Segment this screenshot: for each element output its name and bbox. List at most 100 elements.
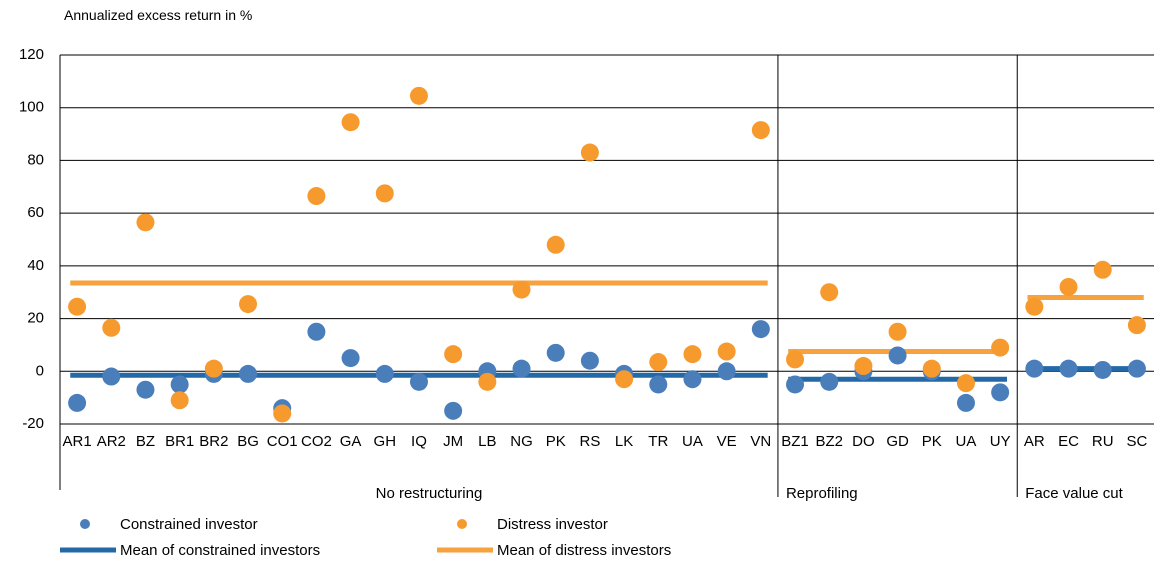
dot bbox=[922, 359, 941, 378]
dot bbox=[102, 318, 121, 337]
dot bbox=[136, 213, 155, 232]
dot bbox=[888, 346, 907, 365]
x-tick-label: VE bbox=[717, 433, 737, 450]
dot bbox=[751, 121, 770, 140]
x-tick-label: JM bbox=[443, 433, 463, 450]
dot bbox=[956, 374, 975, 393]
dot bbox=[888, 322, 907, 341]
x-tick-label: AR2 bbox=[97, 433, 126, 450]
x-tick-label: BZ1 bbox=[781, 433, 809, 450]
dot bbox=[341, 113, 360, 132]
x-tick-label: SC bbox=[1126, 433, 1147, 450]
dot bbox=[991, 338, 1010, 357]
dot bbox=[1093, 360, 1112, 379]
x-tick-label: RU bbox=[1092, 433, 1114, 450]
dot bbox=[444, 401, 463, 420]
dot bbox=[170, 375, 189, 394]
dot bbox=[956, 393, 975, 412]
dot bbox=[649, 375, 668, 394]
x-tick-label: LB bbox=[478, 433, 496, 450]
x-tick-label: GH bbox=[374, 433, 397, 450]
group-label: Face value cut bbox=[1025, 485, 1123, 502]
legend-marker bbox=[457, 519, 467, 529]
x-tick-label: TR bbox=[648, 433, 668, 450]
x-tick-label: UA bbox=[956, 433, 977, 450]
dot bbox=[68, 297, 87, 316]
x-tick-label: GD bbox=[886, 433, 909, 450]
dot bbox=[409, 86, 428, 105]
x-tick-label: AR bbox=[1024, 433, 1045, 450]
x-tick-label: LK bbox=[615, 433, 633, 450]
dot bbox=[1059, 359, 1078, 378]
dot bbox=[170, 391, 189, 410]
dot bbox=[820, 372, 839, 391]
dot bbox=[375, 364, 394, 383]
y-tick-label: 120 bbox=[19, 46, 44, 63]
group-label: No restructuring bbox=[375, 485, 483, 502]
legend-label: Constrained investor bbox=[120, 516, 258, 533]
dot bbox=[683, 345, 702, 364]
x-tick-label: BZ2 bbox=[815, 433, 843, 450]
dot bbox=[1025, 297, 1044, 316]
dot bbox=[1127, 316, 1146, 335]
x-tick-label: BR2 bbox=[199, 433, 228, 450]
x-tick-label: GA bbox=[340, 433, 362, 450]
dot bbox=[751, 320, 770, 339]
dot bbox=[136, 380, 155, 399]
dot bbox=[615, 370, 634, 389]
dot bbox=[683, 370, 702, 389]
group-label: Reprofiling bbox=[785, 485, 858, 502]
x-tick-label: PK bbox=[546, 433, 566, 450]
y-tick-label: 100 bbox=[19, 99, 44, 116]
x-tick-label: AR1 bbox=[63, 433, 92, 450]
dot bbox=[307, 187, 326, 206]
x-tick-label: DO bbox=[852, 433, 875, 450]
dot bbox=[204, 359, 223, 378]
y-tick-label: 40 bbox=[27, 257, 44, 274]
dot bbox=[1093, 260, 1112, 279]
x-tick-label: IQ bbox=[411, 433, 427, 450]
x-tick-label: VN bbox=[750, 433, 771, 450]
dot bbox=[512, 359, 531, 378]
dot bbox=[1025, 359, 1044, 378]
x-tick-label: EC bbox=[1058, 433, 1079, 450]
dot bbox=[239, 295, 258, 314]
legend-marker bbox=[80, 519, 90, 529]
dot bbox=[991, 383, 1010, 402]
x-tick-label: RS bbox=[579, 433, 600, 450]
dot bbox=[580, 143, 599, 162]
dot bbox=[649, 353, 668, 372]
x-tick-label: CO2 bbox=[301, 433, 332, 450]
dot bbox=[239, 364, 258, 383]
x-tick-label: UY bbox=[990, 433, 1011, 450]
dot bbox=[444, 345, 463, 364]
dot bbox=[478, 372, 497, 391]
y-tick-label: 60 bbox=[27, 204, 44, 221]
dot bbox=[580, 351, 599, 370]
dot bbox=[68, 393, 87, 412]
dot bbox=[273, 404, 292, 423]
legend-label: Distress investor bbox=[497, 516, 608, 533]
dot bbox=[717, 342, 736, 361]
dot bbox=[307, 322, 326, 341]
x-tick-label: UA bbox=[682, 433, 703, 450]
y-tick-label: -20 bbox=[22, 415, 44, 432]
dot bbox=[1127, 359, 1146, 378]
dot bbox=[717, 362, 736, 381]
x-tick-label: NG bbox=[510, 433, 533, 450]
y-axis-label: Annualized excess return in % bbox=[64, 7, 253, 23]
dot bbox=[375, 184, 394, 203]
dot bbox=[341, 349, 360, 368]
x-tick-label: CO1 bbox=[267, 433, 298, 450]
y-tick-label: 0 bbox=[36, 362, 44, 379]
dot bbox=[102, 367, 121, 386]
legend-label: Mean of constrained investors bbox=[120, 542, 320, 559]
x-tick-label: BR1 bbox=[165, 433, 194, 450]
y-tick-label: 80 bbox=[27, 151, 44, 168]
legend-label: Mean of distress investors bbox=[497, 542, 671, 559]
x-tick-label: BZ bbox=[136, 433, 155, 450]
dot bbox=[409, 372, 428, 391]
dot bbox=[854, 357, 873, 376]
